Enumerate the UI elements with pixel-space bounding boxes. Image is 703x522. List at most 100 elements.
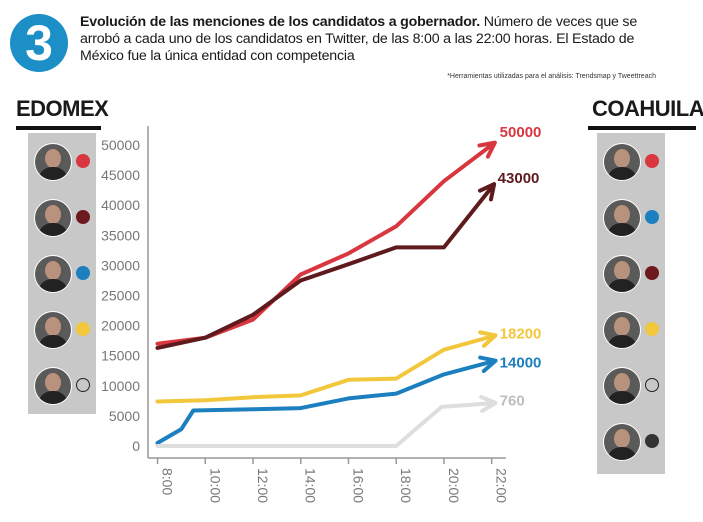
infographic-number: 3 [25,15,53,71]
series-end-label: 14000 [500,355,542,372]
candidate-color-dot [76,378,90,392]
candidate-row [28,365,96,405]
region-underline-coahuila [588,126,696,130]
y-tick-label: 15000 [101,348,140,364]
candidate-color-dot [76,266,90,280]
y-tick-label: 0 [132,438,140,454]
y-tick-label: 20000 [101,318,140,334]
candidate-row [28,253,96,293]
series-end-label: 50000 [500,124,542,141]
x-tick-label: 16:00 [350,468,366,503]
series-end-label: 43000 [498,170,540,187]
candidate-color-dot [645,154,659,168]
series-line [155,143,494,346]
x-tick-label: 10:00 [207,468,223,503]
candidate-photo [603,199,641,237]
candidate-row [28,141,96,181]
region-title-edomex: EDOMEX [16,96,109,121]
x-tick-label: 14:00 [303,468,319,503]
candidate-color-dot [645,322,659,336]
candidate-photo [603,423,641,461]
candidate-photo-head [614,317,630,336]
series-line [155,334,494,404]
candidate-photo [34,311,72,349]
x-tick-label: 8:00 [160,468,176,495]
candidate-photo [603,367,641,405]
series-line [155,359,494,445]
candidate-color-dot [645,266,659,280]
candidate-photo-head [614,373,630,392]
candidate-photo [34,255,72,293]
region-title-coahuila: COAHUILA [592,96,703,121]
candidate-photo-head [45,373,61,392]
x-tick-label: 20:00 [446,468,462,503]
candidate-photo [603,255,641,293]
candidate-photo-head [45,317,61,336]
infographic-number-badge: 3 [10,14,68,72]
candidate-row [597,365,665,405]
series-line [155,185,494,350]
y-tick-label: 30000 [101,257,140,273]
candidate-photo [34,143,72,181]
x-tick-label: 12:00 [255,468,271,503]
candidate-row [597,141,665,181]
series-arrowhead [478,330,498,348]
infographic-title: Evolución de las menciones de los candid… [80,14,480,30]
series-end-label: 760 [500,392,525,409]
candidate-photo-body [607,279,637,292]
y-tick-label: 5000 [109,408,140,424]
candidate-color-dot [76,322,90,336]
y-tick-label: 40000 [101,197,140,213]
infographic-description: Número de veces que se arrobó a cada uno… [80,14,638,64]
x-tick-label: 18:00 [398,468,414,503]
candidate-photo-body [607,167,637,180]
series-line [155,401,494,448]
infographic-header: Evolución de las menciones de los candid… [80,14,680,65]
region-underline-edomex [16,126,101,130]
series-arrowhead [477,140,497,159]
candidate-photo [34,367,72,405]
candidates-panel-edomex [28,133,96,414]
candidate-photo-head [614,261,630,280]
tools-footnote: *Herramientas utilizadas para el análisi… [447,73,656,80]
candidate-photo-head [45,205,61,224]
series-arrowhead [477,182,497,202]
candidate-photo-body [607,391,637,404]
candidate-photo-body [38,391,68,404]
series-arrowhead [478,355,498,374]
candidate-color-dot [645,378,659,392]
candidate-row [597,253,665,293]
candidate-color-dot [76,210,90,224]
candidate-row [597,309,665,349]
candidates-panel-coahuila [597,133,665,474]
series-arrowhead [479,395,498,413]
candidate-color-dot [645,210,659,224]
x-tick-label: 22:00 [494,468,510,503]
candidate-photo-body [607,447,637,460]
candidate-photo-body [38,167,68,180]
y-tick-label: 10000 [101,378,140,394]
y-tick-label: 25000 [101,288,140,304]
candidate-photo [603,143,641,181]
candidate-row [28,197,96,237]
candidate-photo-body [607,223,637,236]
candidate-photo-head [614,149,630,168]
candidate-photo-body [38,223,68,236]
candidate-photo-head [614,205,630,224]
y-tick-label: 35000 [101,227,140,243]
candidate-color-dot [645,434,659,448]
y-tick-label: 50000 [101,137,140,153]
candidate-row [597,421,665,461]
candidate-photo-head [614,429,630,448]
series-end-label: 18200 [500,325,542,342]
candidate-photo-body [607,335,637,348]
y-tick-label: 45000 [101,167,140,183]
candidate-photo-head [45,261,61,280]
candidate-color-dot [76,154,90,168]
candidate-photo [34,199,72,237]
candidate-photo-body [38,335,68,348]
candidate-photo [603,311,641,349]
candidate-row [597,197,665,237]
candidate-row [28,309,96,349]
